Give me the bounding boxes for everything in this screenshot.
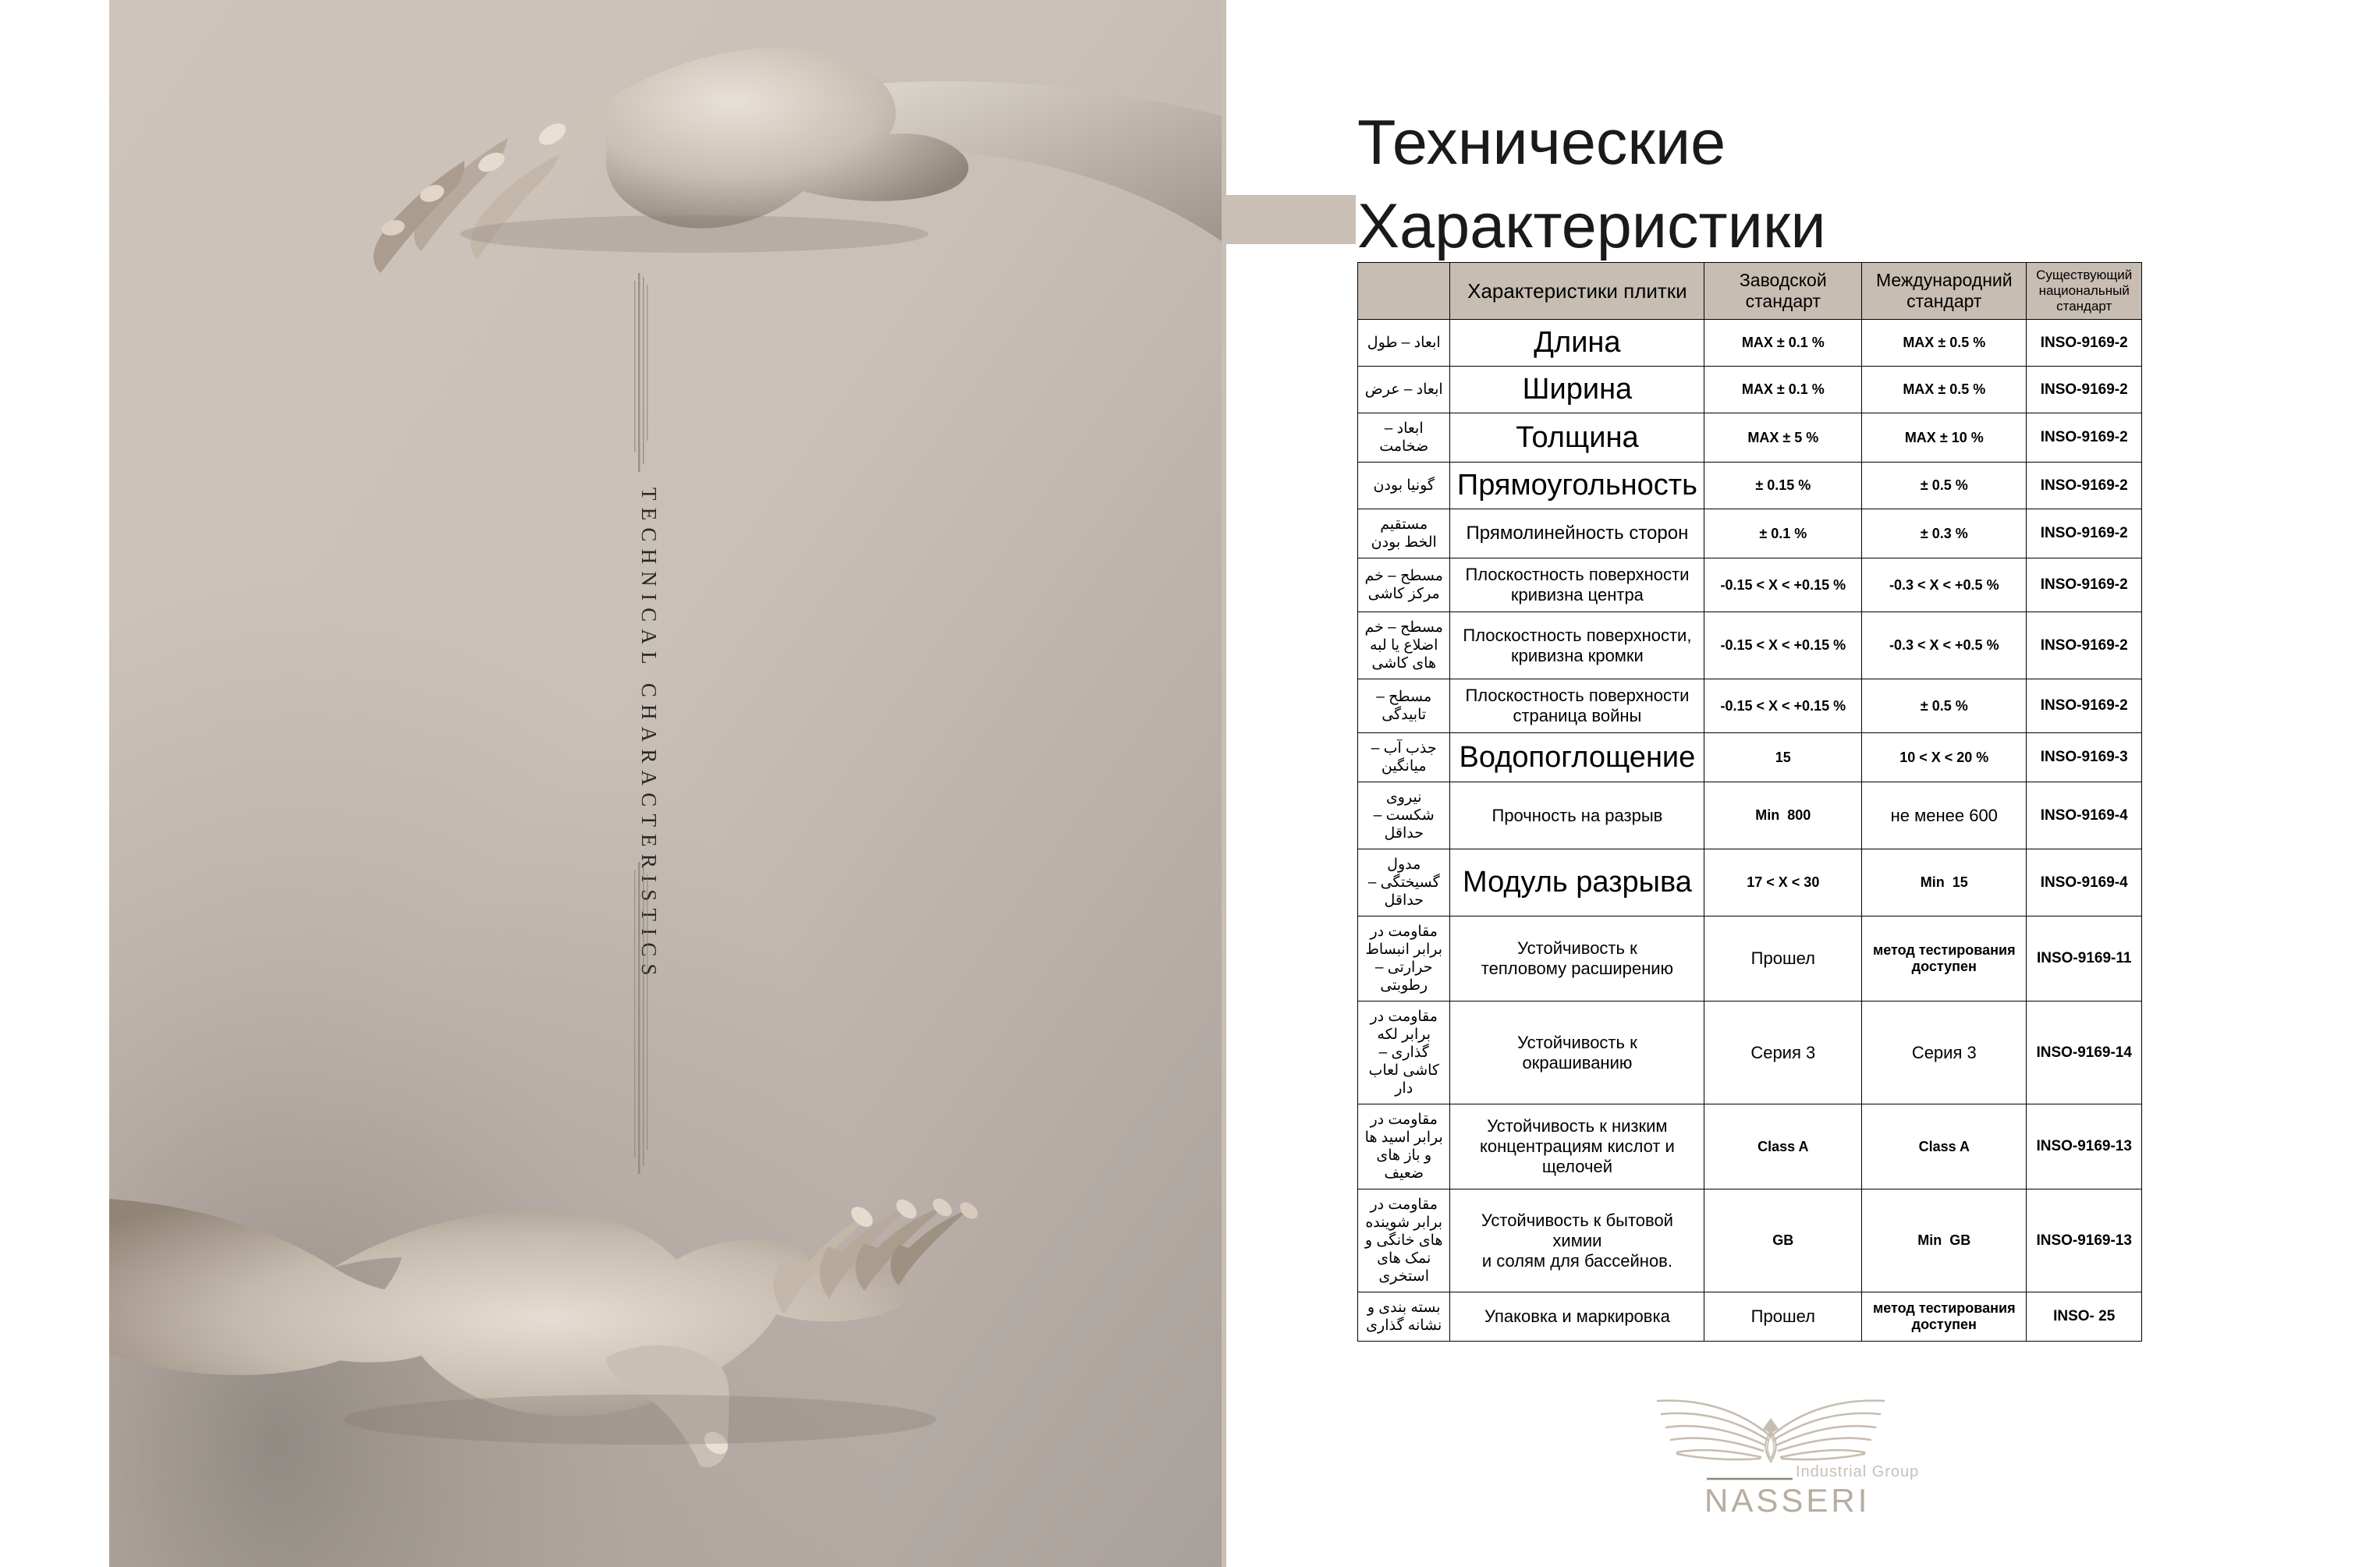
svg-text:NASSERI: NASSERI	[1704, 1482, 1870, 1519]
svg-text:TECHNICAL CHARACTERISTICS: TECHNICAL CHARACTERISTICS	[637, 487, 661, 983]
svg-text:Industrial Group: Industrial Group	[1796, 1463, 1919, 1480]
